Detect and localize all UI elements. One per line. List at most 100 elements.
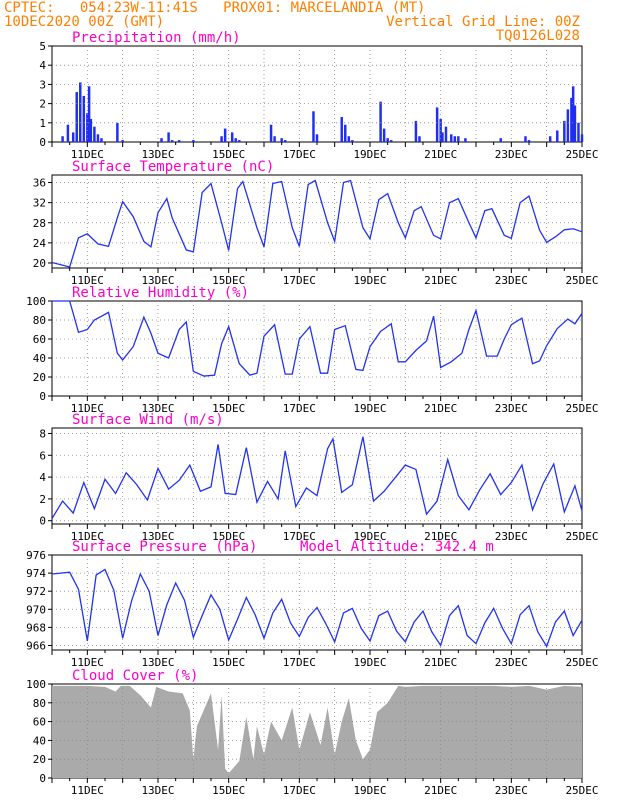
y-tick-label: 6 [39,449,46,462]
precip-bar [312,111,315,142]
precip-bar [223,128,227,142]
pres-line [51,568,583,648]
x-tick-label: 25DEC [565,402,598,415]
precip-bar [570,97,573,142]
y-tick-label: 4 [39,471,46,484]
x-tick-label: 17DEC [283,274,316,287]
precip-bar [100,138,103,142]
temp-line [51,179,583,268]
panel-frame-wind [51,427,583,525]
x-tick-label: 13DEC [141,148,174,161]
panel-wind: Surface Wind (m/s) 0 2 4 6 8 11DEC 13DEC 15DEC 17… [39,412,598,543]
precip-bar [414,120,418,142]
precip-bar [167,132,170,142]
x-tick-label: 19DEC [353,274,386,287]
y-tick-label: 4 [39,59,46,72]
station-header: CPTEC: 054:23W-11:41S PROX01: MARCELANDI… [4,0,426,16]
y-tick-label: 5 [39,40,46,53]
precip-bar [116,122,119,142]
precip-bar [89,118,93,142]
precip-bar [379,101,382,142]
y-tick-label: 36 [33,177,46,190]
x-tick-label: 17DEC [283,402,316,415]
precip-bar [563,120,566,142]
precip-bar [269,124,273,142]
precip-bar [382,128,386,142]
x-tick-label: 23DEC [495,402,528,415]
precip-bar [573,105,577,142]
precip-bar [75,92,78,142]
panel-title-wind: Surface Wind (m/s) [72,412,224,428]
panel-title-precip: Precipitation (mm/h) [72,30,241,46]
y-tick-label: 2 [39,493,46,506]
x-tick-label: 13DEC [141,784,174,797]
precip-bar [527,140,531,142]
grid-line-note: Vertical Grid Line: 00Z [386,14,580,30]
x-tick-label: 23DEC [495,530,528,543]
y-tick-label: 0 [39,772,46,785]
panel-frame-temp [51,174,583,269]
x-tick-label: 21DEC [424,784,457,797]
x-tick-label: 15DEC [212,148,245,161]
x-tick-label: 21DEC [424,530,457,543]
precip-bar [389,140,393,142]
precip-bar [82,95,86,142]
panel-temp: Surface Temperature (nC) 20 24 28 32 36 11DEC 1… [33,159,599,287]
y-tick-label: 60 [33,333,46,346]
precip-bar [457,136,460,142]
x-tick-label: 19DEC [353,784,386,797]
x-tick-label: 25DEC [565,148,598,161]
y-tick-label: 968 [26,621,46,634]
x-tick-label: 17DEC [283,530,316,543]
y-tick-label: 20 [33,753,46,766]
precip-bar [121,140,124,142]
model-id: TQ0126L028 [495,28,580,44]
precip-bar [87,86,91,142]
y-tick-label: 100 [26,295,46,308]
panel-title-pres: Surface Pressure (hPa) [72,539,257,555]
panel-pres: Surface Pressure (hPa) Model Altitude: 34… [26,539,598,669]
precip-bar [344,124,347,142]
x-tick-label: 13DEC [141,530,174,543]
x-tick-label: 15DEC [212,274,245,287]
x-tick-label: 11DEC [71,148,104,161]
x-tick-label: 23DEC [495,656,528,669]
x-tick-label: 11DEC [71,784,104,797]
x-tick-label: 11DEC [71,656,104,669]
y-tick-label: 1 [39,117,46,130]
y-tick-label: 3 [39,78,46,91]
x-tick-label: 15DEC [212,656,245,669]
cloud-area [52,685,582,778]
panel-title-rh: Relative Humidity (%) [72,285,249,301]
precip-bar [170,140,174,142]
x-tick-label: 25DEC [565,274,598,287]
x-tick-label: 19DEC [353,530,386,543]
x-tick-label: 15DEC [212,784,245,797]
y-tick-label: 2 [39,98,46,111]
precip-bar [230,132,234,142]
precip-bar [351,140,354,142]
panel-annotation-pres: Model Altitude: 342.4 m [300,539,494,555]
x-tick-label: 25DEC [565,530,598,543]
x-tick-label: 19DEC [353,402,386,415]
y-tick-label: 974 [26,567,46,580]
y-tick-label: 20 [33,371,46,384]
panel-title-cloud: Cloud Cover (%) [72,668,198,684]
y-tick-label: 80 [33,697,46,710]
precip-bar [435,107,439,142]
x-tick-label: 21DEC [424,274,457,287]
precip-bar [386,138,389,142]
precip-bar [86,113,89,142]
precip-bar [280,138,283,142]
panel-title-temp: Surface Temperature (nC) [72,159,274,175]
rh-line [52,300,583,377]
panel-rh: Relative Humidity (%) 0 20 40 60 80 100 11DEC 13… [26,285,598,415]
panel-frame-precip [51,45,583,143]
y-tick-label: 970 [26,603,46,616]
wind-line [51,436,583,519]
x-tick-label: 19DEC [353,656,386,669]
panel-cloud: Cloud Cover (%) 0 20 40 60 80 100 11DEC 13DEC 15D… [26,668,598,797]
precip-bar [580,134,584,142]
y-tick-label: 40 [33,352,46,365]
precip-bar [177,140,181,142]
